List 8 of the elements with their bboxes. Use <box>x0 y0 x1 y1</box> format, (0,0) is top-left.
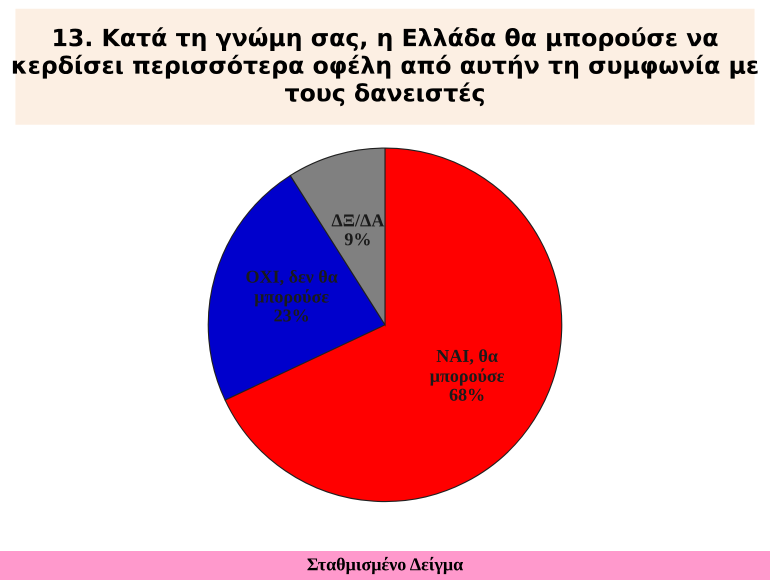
slice-label: ΔΞ/ΔΑ <box>332 214 384 227</box>
text: Σταθμισμένο Δείγμα <box>307 556 464 574</box>
slice-label: ΝΑΙ, θα μπορούσε <box>430 349 504 386</box>
slice-label: ΟΧΙ, δεν θα μπορούσε <box>246 270 338 306</box>
chart-title: 13. Κατά τη γνώμη σας, η Ελλάδα θα μπορούσε να κερδίσει περισσότερα οφέλη από αυτήν τη συμφωνία με τους δανειστές <box>12 27 758 106</box>
data-label: 23% <box>274 309 308 322</box>
data-label: 9% <box>344 233 370 246</box>
data-label: 68% <box>450 388 484 401</box>
